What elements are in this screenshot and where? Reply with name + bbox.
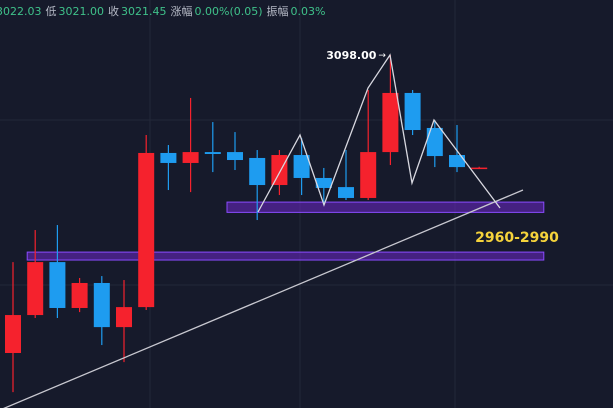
- candle-body: [5, 315, 21, 353]
- zone: [26, 251, 545, 261]
- wave-line: [257, 53, 501, 213]
- candle-body: [93, 282, 110, 328]
- candle-body: [315, 177, 332, 188]
- candle-body: [249, 157, 266, 186]
- header-value: 0.00%(0.05): [194, 5, 263, 18]
- header-label: 振幅: [266, 5, 289, 18]
- high-arrow: →: [378, 51, 386, 61]
- candle-body: [404, 92, 421, 131]
- candle-body: [227, 152, 243, 161]
- candle-body: [160, 152, 177, 163]
- header-value: 0.03%: [290, 5, 326, 18]
- header-label: 涨幅: [170, 5, 193, 18]
- header-value: 3021.45: [121, 5, 167, 18]
- candle-body: [49, 262, 66, 308]
- high-label: 3098.00: [326, 49, 376, 62]
- trend-line: [3, 189, 524, 408]
- candle-body: [293, 155, 310, 178]
- candle-body: [138, 152, 155, 308]
- candle-body: [71, 282, 88, 308]
- candle-body: [426, 127, 443, 157]
- candle-body: [338, 187, 354, 198]
- candle-body: [382, 92, 399, 153]
- candle-body: [449, 155, 465, 168]
- header: 3022.03 低 3021.00 收 3021.45 涨幅 0.00%(0.05) 振幅 0.…: [0, 3, 325, 19]
- header-value: 3022.03: [0, 5, 42, 18]
- candle-body: [471, 167, 488, 170]
- candle-body: [116, 307, 132, 328]
- candle-body: [360, 152, 377, 198]
- candle-body: [182, 152, 199, 163]
- header-label: 收: [108, 5, 119, 18]
- zone-label: 2960-2990: [475, 230, 559, 246]
- zone: [226, 201, 545, 213]
- candle-body: [271, 155, 288, 186]
- candle-body: [204, 152, 221, 154]
- header-label: 低: [45, 5, 57, 18]
- header-value: 3021.00: [58, 5, 105, 18]
- candle-body: [27, 262, 44, 316]
